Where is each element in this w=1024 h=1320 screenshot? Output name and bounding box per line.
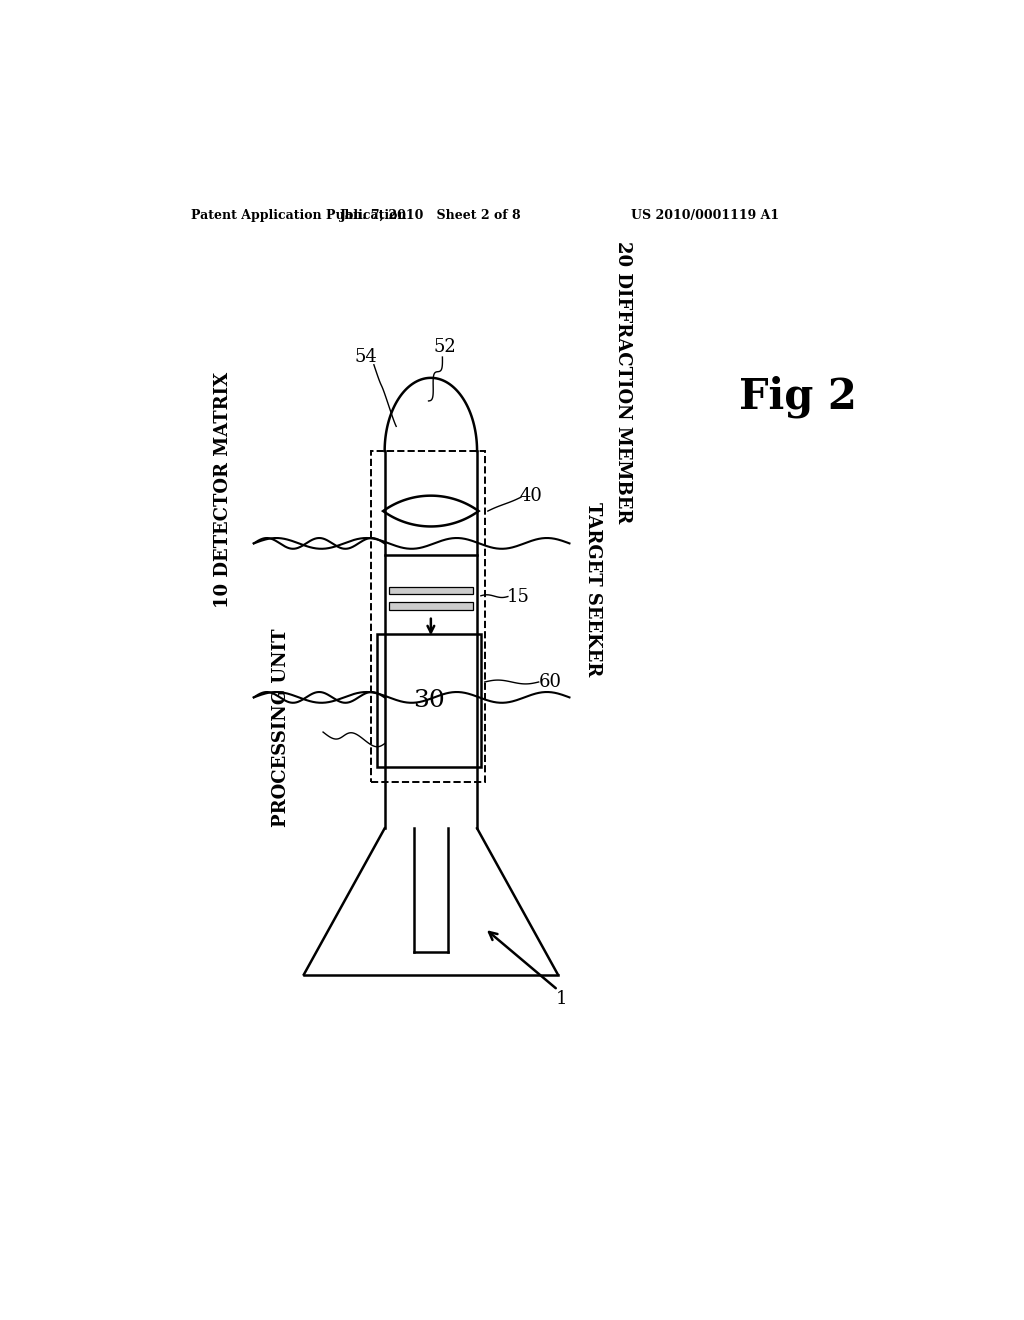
Text: Jan. 7, 2010   Sheet 2 of 8: Jan. 7, 2010 Sheet 2 of 8 (340, 209, 521, 222)
Text: 54: 54 (354, 348, 377, 366)
Text: Patent Application Publication: Patent Application Publication (190, 209, 407, 222)
Text: 20 DIFFRACTION MEMBER: 20 DIFFRACTION MEMBER (614, 240, 633, 523)
Polygon shape (383, 496, 478, 527)
Text: 60: 60 (539, 673, 562, 690)
Bar (377, 635, 481, 767)
Text: 10 DETECTOR MATRIX: 10 DETECTOR MATRIX (214, 371, 232, 607)
Bar (388, 602, 473, 610)
Bar (388, 586, 473, 594)
Bar (371, 451, 484, 781)
Text: PROCESSING UNIT: PROCESSING UNIT (271, 628, 290, 828)
Text: 1: 1 (556, 990, 567, 1008)
Text: 15: 15 (507, 589, 529, 606)
Text: 52: 52 (433, 338, 456, 356)
Text: 40: 40 (519, 487, 543, 504)
Text: TARGET SEEKER: TARGET SEEKER (584, 503, 601, 677)
Text: Fig 2: Fig 2 (739, 376, 857, 418)
Text: 30: 30 (413, 689, 444, 711)
Text: US 2010/0001119 A1: US 2010/0001119 A1 (631, 209, 779, 222)
